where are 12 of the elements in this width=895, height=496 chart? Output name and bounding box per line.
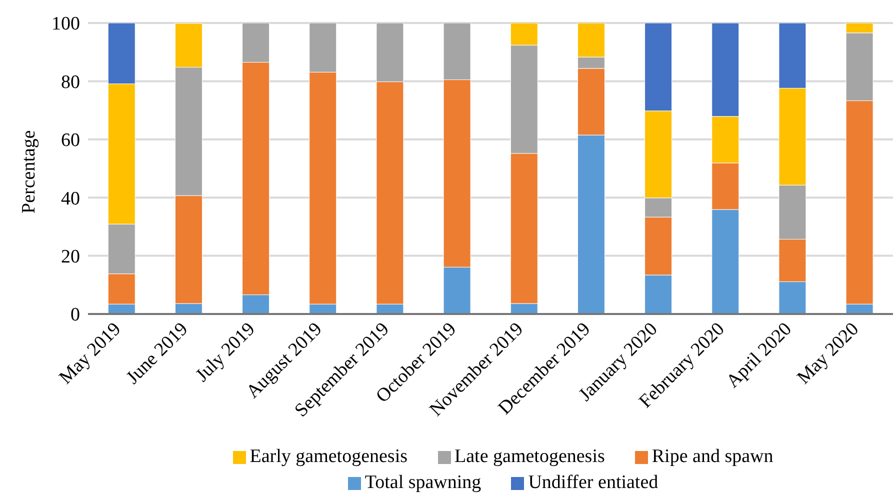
legend-label: Total spawning: [364, 472, 482, 493]
y-tick-label: 20: [61, 246, 80, 268]
legend-label: Undiffer entiated: [528, 472, 658, 493]
y-tick-label: 0: [70, 304, 80, 326]
y-tick-label: 60: [61, 130, 80, 152]
y-axis-title: Percentage: [18, 130, 40, 214]
y-tick-label: 80: [61, 72, 80, 93]
legend-label: Late gametogenesis: [454, 446, 605, 467]
legend-label: Early gametogenesis: [250, 446, 408, 467]
y-tick-label: 100: [52, 14, 80, 35]
y-tick-label: 40: [61, 188, 80, 210]
legend-label: Ripe and spawn: [652, 446, 774, 467]
